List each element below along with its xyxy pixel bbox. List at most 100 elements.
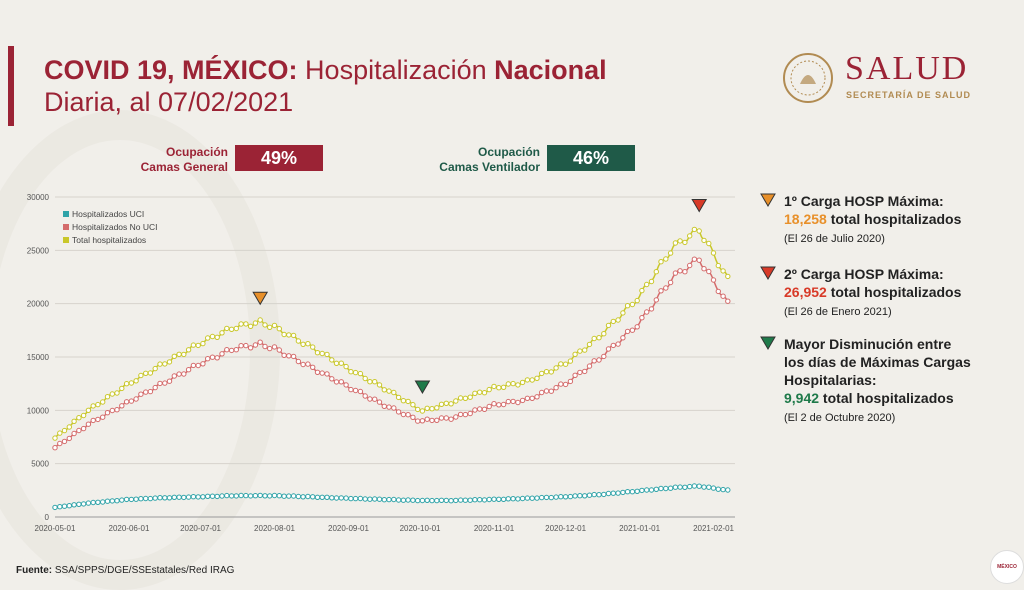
data-point-0	[629, 489, 636, 495]
data-point-0	[624, 489, 631, 495]
data-point-1	[543, 388, 550, 394]
data-point-1	[338, 379, 344, 385]
data-point-2	[276, 326, 282, 332]
data-point-2	[510, 380, 516, 387]
data-point-1	[247, 345, 254, 351]
data-point-2	[143, 370, 149, 377]
data-point-2	[572, 351, 578, 358]
data-point-2	[591, 335, 597, 342]
data-point-1	[152, 384, 158, 391]
data-point-0	[300, 494, 306, 500]
data-point-2	[639, 287, 645, 294]
data-point-1	[472, 407, 478, 413]
data-point-1	[462, 411, 469, 418]
data-point-2	[691, 226, 698, 233]
data-point-2	[519, 379, 526, 386]
data-point-2	[185, 347, 192, 353]
data-point-1	[90, 417, 96, 424]
data-point-2	[424, 405, 430, 412]
annotation-peak-2-suffix: total hospitalizados	[826, 284, 962, 300]
data-point-2	[715, 262, 721, 269]
y-tick-label: 5000	[31, 460, 49, 469]
data-point-2	[300, 341, 306, 348]
data-point-1	[558, 381, 564, 387]
data-point-2	[181, 351, 187, 358]
data-point-2	[357, 370, 364, 377]
data-point-2	[338, 360, 344, 366]
data-point-2	[725, 273, 731, 280]
data-point-1	[510, 398, 516, 405]
data-point-1	[200, 361, 206, 367]
annotation-peak-1: 1º Carga HOSP Máxima: 18,258 total hospi…	[760, 192, 961, 248]
data-point-0	[687, 483, 693, 490]
data-point-2	[329, 357, 335, 363]
data-point-0	[601, 491, 607, 498]
data-point-2	[61, 427, 68, 434]
data-point-0	[395, 497, 402, 503]
data-point-0	[438, 497, 445, 503]
data-point-1	[147, 388, 154, 395]
data-point-2	[114, 390, 120, 396]
data-point-0	[720, 486, 726, 493]
data-point-0	[510, 496, 516, 502]
data-point-2	[95, 401, 101, 408]
data-point-2	[491, 383, 497, 390]
data-point-1	[357, 388, 364, 395]
data-point-0	[672, 484, 679, 490]
data-point-1	[429, 417, 435, 424]
data-point-0	[128, 496, 135, 503]
data-point-2	[138, 372, 144, 379]
data-point-1	[157, 380, 163, 387]
x-tick-label: 2020-08-01	[254, 524, 295, 533]
data-point-0	[119, 497, 125, 503]
data-point-0	[405, 497, 411, 503]
data-point-1	[567, 378, 574, 385]
national-seal-icon	[783, 53, 833, 103]
data-point-2	[443, 400, 449, 407]
data-point-1	[143, 389, 149, 395]
data-point-1	[486, 403, 492, 410]
data-point-0	[562, 494, 569, 500]
data-point-2	[281, 331, 287, 338]
data-point-2	[477, 389, 483, 395]
data-point-0	[577, 493, 583, 499]
data-point-1	[696, 257, 702, 263]
data-point-2	[262, 322, 268, 328]
annotation-peak-2-value: 26,952	[784, 284, 827, 300]
data-point-0	[100, 499, 106, 505]
data-point-0	[357, 495, 364, 502]
data-point-0	[61, 503, 68, 509]
data-point-0	[429, 497, 435, 504]
data-point-2	[90, 403, 96, 409]
data-point-2	[66, 424, 73, 430]
occupancy-general-badge: 49%	[235, 145, 323, 171]
data-point-2	[104, 394, 111, 400]
data-point-0	[486, 496, 492, 503]
data-point-1	[424, 416, 430, 422]
data-point-2	[76, 415, 82, 421]
peak-marker-icon	[691, 199, 708, 213]
data-point-1	[415, 418, 421, 424]
title-line-2: Diaria, al 07/02/2021	[44, 87, 294, 117]
data-point-0	[529, 495, 535, 501]
data-point-2	[529, 377, 535, 383]
data-point-1	[391, 405, 397, 411]
data-point-1	[548, 388, 554, 394]
data-point-0	[243, 492, 249, 499]
legend-swatch	[63, 237, 69, 243]
annotation-decline-title-3: Hospitalarias:	[784, 372, 877, 388]
data-point-2	[515, 382, 521, 388]
data-point-0	[367, 496, 373, 502]
data-point-0	[224, 492, 230, 499]
occupancy-general-label-line1: Ocupación	[165, 145, 228, 159]
data-point-0	[410, 497, 416, 503]
data-point-2	[147, 370, 154, 376]
data-point-2	[290, 332, 297, 339]
data-point-2	[462, 395, 469, 402]
annotation-decline-value: 9,942	[784, 390, 820, 406]
data-point-2	[119, 385, 125, 392]
data-point-0	[457, 497, 464, 503]
data-point-0	[605, 490, 612, 497]
data-point-1	[610, 342, 616, 349]
data-point-0	[519, 495, 526, 502]
